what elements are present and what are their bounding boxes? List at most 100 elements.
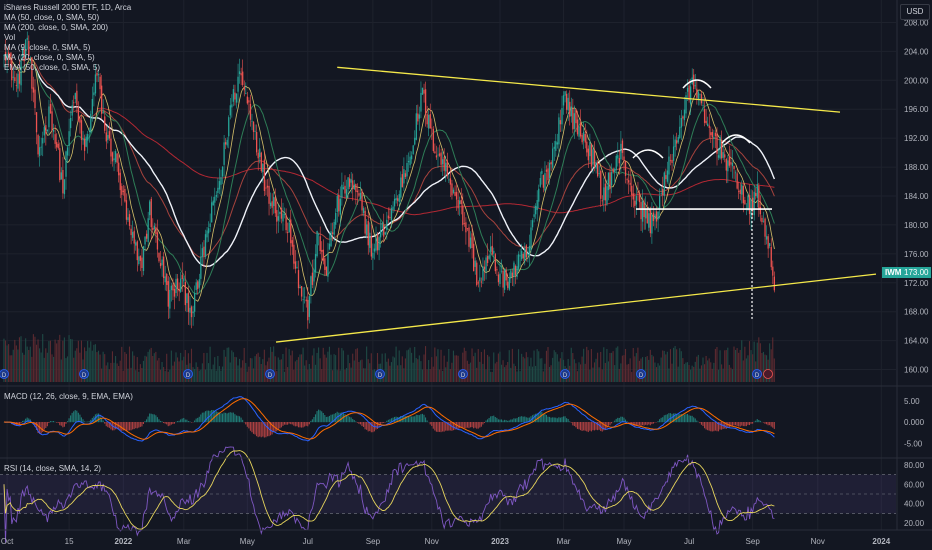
volume-bar xyxy=(651,354,653,382)
time-tick: Sep xyxy=(366,537,381,546)
candle-body xyxy=(305,299,307,302)
candle-body xyxy=(446,160,448,176)
candle-body xyxy=(387,215,390,219)
volume-bar xyxy=(690,369,692,382)
macd-histogram-bar xyxy=(631,422,633,425)
macd-histogram-bar xyxy=(82,419,84,423)
candle-body xyxy=(59,148,61,181)
macd-histogram-bar xyxy=(404,416,406,423)
macd-histogram-bar xyxy=(576,422,578,429)
volume-bar xyxy=(144,355,146,382)
volume-bar xyxy=(477,349,479,382)
macd-histogram-bar xyxy=(141,422,143,427)
volume-bar xyxy=(208,363,210,382)
candle-body xyxy=(155,227,157,235)
candle-body xyxy=(45,125,47,134)
candle-body xyxy=(400,177,402,198)
candle-body xyxy=(172,284,174,291)
indicator-vol[interactable]: Vol xyxy=(4,33,16,42)
macd-histogram-bar xyxy=(614,420,616,423)
candle-body xyxy=(204,234,207,258)
candle-body xyxy=(620,143,622,160)
candle-body xyxy=(25,39,27,58)
macd-histogram-bar xyxy=(598,422,600,430)
price-tick: 200.00 xyxy=(904,76,929,85)
candle-body xyxy=(770,246,772,268)
rsi-legend[interactable]: RSI (14, close, SMA, 14, 2) xyxy=(4,464,101,473)
indicator-ema50[interactable]: EMA (50, close, 0, SMA, 5) xyxy=(4,63,101,72)
volume-bar xyxy=(606,348,608,382)
volume-bar xyxy=(85,351,87,382)
candle-body xyxy=(553,146,555,149)
candle-body xyxy=(304,296,306,298)
macd-histogram-bar xyxy=(206,410,208,423)
volume-bar xyxy=(206,352,208,382)
candle-body xyxy=(435,155,438,158)
volume-bar xyxy=(465,350,467,382)
macd-histogram-bar xyxy=(590,422,592,432)
volume-bar xyxy=(212,364,214,382)
volume-bar xyxy=(573,359,575,382)
macd-histogram-bar xyxy=(584,422,586,431)
candle-body xyxy=(773,276,775,291)
macd-histogram-bar xyxy=(696,420,698,423)
macd-histogram-bar xyxy=(324,415,326,423)
volume-bar xyxy=(739,349,741,382)
dividend-marker-label: D xyxy=(461,373,466,379)
candle-body xyxy=(245,93,247,94)
volume-bar xyxy=(118,365,120,382)
candle-body xyxy=(539,177,541,187)
macd-histogram-bar xyxy=(161,421,163,423)
volume-bar xyxy=(225,356,227,382)
macd-histogram-bar xyxy=(730,422,732,427)
indicator-ma200[interactable]: MA (200, close, 0, SMA, 200) xyxy=(4,23,109,32)
candle-body xyxy=(587,148,589,161)
candle-body xyxy=(753,191,755,216)
macd-histogram-bar xyxy=(772,422,774,428)
macd-histogram-bar xyxy=(40,422,42,434)
indicator-ma50[interactable]: MA (50, close, 0, SMA, 50) xyxy=(4,13,100,22)
candle-body xyxy=(319,236,321,251)
candle-body xyxy=(463,223,465,225)
candle-body xyxy=(299,286,301,289)
candle-body xyxy=(184,281,186,306)
lower-trendline xyxy=(275,273,877,343)
candle-body xyxy=(79,118,81,123)
volume-bar xyxy=(513,363,515,382)
volume-bar xyxy=(556,354,558,382)
indicator-ma20[interactable]: MA (20, close, 0, SMA, 5) xyxy=(4,53,95,62)
macd-histogram-bar xyxy=(744,422,746,427)
volume-bar xyxy=(505,365,507,382)
volume-bar xyxy=(626,364,628,382)
indicator-ma9[interactable]: MA (9, close, 0, SMA, 5) xyxy=(4,43,91,52)
volume-bar xyxy=(549,366,551,382)
dividend-marker xyxy=(560,369,570,379)
volume-bar xyxy=(3,338,5,382)
volume-bar xyxy=(462,352,464,382)
volume-bar xyxy=(552,357,554,382)
volume-bar xyxy=(476,367,478,382)
volume-bar xyxy=(214,357,216,382)
volume-bar xyxy=(138,371,140,382)
volume-bar xyxy=(107,362,109,382)
volume-bar xyxy=(652,356,654,382)
volume-bar xyxy=(259,356,261,382)
candle-body xyxy=(507,281,509,288)
macd-legend[interactable]: MACD (12, 26, close, 9, EMA, EMA) xyxy=(4,392,133,401)
candle-body xyxy=(345,189,348,198)
volume-bar xyxy=(676,349,678,382)
currency-button[interactable]: USD xyxy=(900,4,930,20)
candle-body xyxy=(279,211,281,215)
macd-histogram-bar xyxy=(164,422,166,424)
volume-bar xyxy=(35,344,38,382)
macd-histogram-bar xyxy=(48,422,50,423)
candle-body xyxy=(314,254,317,273)
volume-bar xyxy=(742,360,744,382)
candle-body xyxy=(486,256,489,264)
macd-histogram-bar xyxy=(435,422,437,432)
macd-histogram-bar xyxy=(304,422,306,427)
volume-bar xyxy=(483,349,485,382)
candle-body xyxy=(318,234,320,236)
candle-body xyxy=(62,169,64,194)
volume-bar xyxy=(314,364,317,382)
